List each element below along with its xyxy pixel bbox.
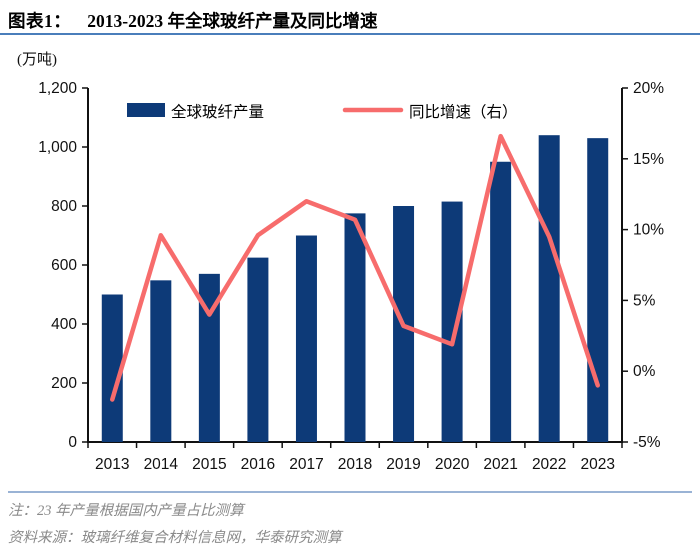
right-axis-tick-label: -5%: [633, 434, 661, 451]
x-axis-year-label: 2020: [435, 456, 470, 473]
figure-title: 图表1： 2013-2023 年全球玻纤产量及同比增速: [8, 8, 377, 33]
notes-divider: [8, 491, 692, 493]
right-axis-tick-label: 10%: [633, 222, 664, 239]
left-axis-tick-label: 200: [51, 375, 77, 392]
right-axis-tick-label: 15%: [633, 151, 664, 168]
x-axis-year-label: 2013: [95, 456, 129, 473]
production-bar-2014: [150, 280, 172, 442]
left-axis-unit-label: (万吨): [17, 52, 57, 68]
x-axis-year-label: 2016: [241, 456, 275, 473]
figure-name: 2013-2023 年全球玻纤产量及同比增速: [87, 11, 378, 31]
production-bar-2015: [198, 273, 220, 442]
source-text: 资料来源：玻璃纤维复合材料信息网，华泰研究测算: [8, 530, 342, 546]
figure-label: 图表1：: [8, 11, 72, 31]
x-axis-year-label: 2014: [144, 456, 179, 473]
x-axis-year-label: 2022: [532, 456, 566, 473]
left-axis-tick-label: 600: [51, 257, 77, 274]
production-bar-2021: [490, 161, 512, 442]
production-bar-2016: [247, 257, 269, 442]
left-axis-tick-label: 800: [51, 198, 77, 215]
production-bar-2023: [587, 138, 609, 442]
right-axis-tick-label: 20%: [633, 80, 664, 97]
x-axis-year-label: 2023: [580, 456, 614, 473]
production-bar-2018: [344, 213, 366, 442]
x-axis-year-label: 2015: [192, 456, 226, 473]
production-bar-2017: [295, 235, 317, 442]
production-bar-2020: [441, 201, 463, 442]
production-bar-2022: [538, 135, 560, 442]
x-axis-year-label: 2021: [483, 456, 517, 473]
title-divider: [0, 33, 700, 35]
legend-bar-swatch: [127, 103, 165, 117]
right-axis-tick-label: 5%: [633, 292, 656, 309]
x-axis-year-label: 2018: [338, 456, 372, 473]
note-text: 注：23 年产量根据国内产量占比测算: [8, 503, 244, 519]
left-axis-tick-label: 1,200: [38, 80, 77, 97]
bar-line-chart: 0 200 400 600 800 1,000 1,200 -5% 0% 5% 10% 15% 20% 2…: [38, 80, 664, 473]
growth-line: [110, 133, 600, 402]
x-axis-year-label: 2019: [386, 456, 420, 473]
x-axis-year-label: 2017: [289, 456, 323, 473]
legend-bar-label: 全球玻纤产量: [171, 103, 264, 121]
left-axis-tick-label: 400: [51, 316, 77, 333]
left-axis-tick-label: 1,000: [38, 139, 77, 156]
left-axis-tick-label: 0: [68, 434, 77, 451]
right-axis-tick-label: 0%: [633, 363, 656, 380]
legend-line-label: 同比增速（右）: [409, 103, 518, 121]
production-bar-2013: [101, 294, 123, 442]
